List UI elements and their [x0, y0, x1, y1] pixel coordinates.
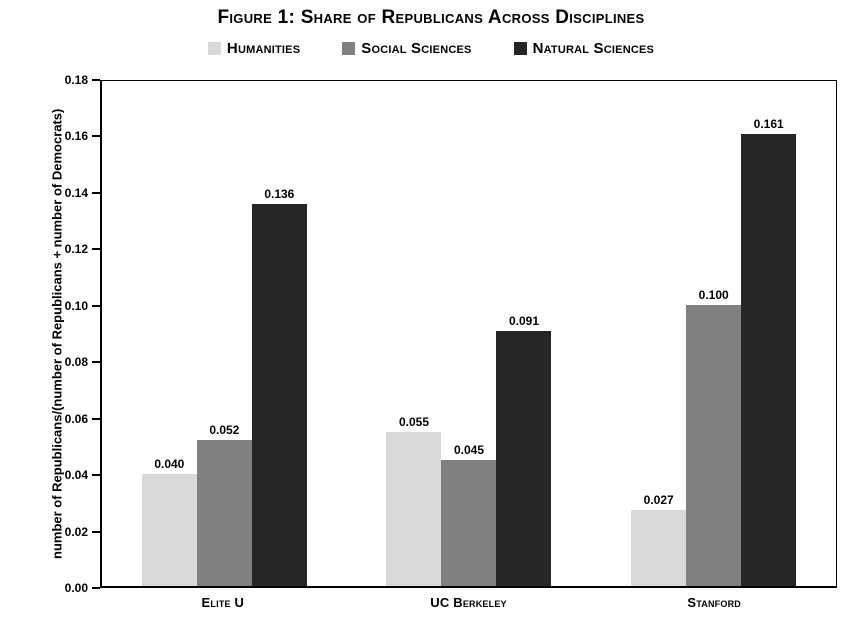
bar-value-label: 0.027 — [643, 493, 674, 508]
legend: Humanities Social Sciences Natural Scien… — [0, 40, 862, 57]
bar-social-sciences-elite-u: 0.052 — [196, 423, 252, 586]
chart-title: Figure 1: Share of Republicans Across Di… — [217, 7, 645, 28]
bar-natural-sciences-uc-berkeley: 0.091 — [496, 314, 552, 586]
x-label-elite-u: Elite U — [201, 595, 245, 610]
x-label-uc-berkeley: UC Berkeley — [430, 595, 507, 610]
y-tick-mark — [92, 530, 100, 533]
y-tick-label-0.12: 0.12 — [64, 242, 88, 257]
x-axis-category-labels: Elite U UC Berkeley Stanford — [100, 595, 837, 610]
bar-social-sciences-stanford: 0.100 — [686, 288, 742, 586]
y-tick-mark — [92, 361, 100, 364]
bar-value-label: 0.100 — [698, 288, 729, 303]
bar-value-label: 0.091 — [508, 313, 539, 328]
bar-value-label: 0.136 — [264, 187, 295, 202]
bar-value-label: 0.055 — [398, 414, 429, 429]
x-label-stanford: Stanford — [687, 595, 741, 610]
bar-value-label: 0.040 — [154, 456, 185, 471]
y-tick-label-0.00: 0.00 — [64, 581, 88, 595]
y-tick-label-0.02: 0.02 — [64, 524, 88, 539]
legend-label-natural-sciences: Natural Sciences — [532, 40, 655, 57]
y-tick-label-0.10: 0.10 — [64, 298, 88, 313]
y-tick-mark — [92, 248, 100, 251]
bar-humanities-stanford: 0.027 — [631, 493, 687, 586]
y-tick-label-0.04: 0.04 — [64, 468, 88, 483]
y-tick-label-0.06: 0.06 — [64, 411, 88, 426]
y-tick-mark — [92, 79, 100, 81]
plot-area: 0.040 0.052 0.136 0.055 0.045 0.091 0.027 0.100… — [100, 80, 837, 588]
bar-group-stanford: 0.027 0.100 0.161 — [591, 81, 836, 586]
y-tick-mark — [92, 587, 100, 589]
bar-value-label: 0.161 — [753, 117, 784, 132]
y-tick-mark — [92, 474, 100, 477]
bar-value-label: 0.052 — [209, 423, 240, 438]
legend-item-social-sciences: Social Sciences — [342, 40, 471, 57]
y-tick-label-0.18: 0.18 — [64, 73, 88, 87]
legend-swatch-humanities — [207, 42, 221, 55]
legend-swatch-social-sciences — [342, 42, 356, 55]
bar-natural-sciences-stanford: 0.161 — [741, 117, 797, 586]
y-axis-ticks: 0.00 0.02 0.04 0.06 0.08 0.10 0.12 0.14 0.16 0.18 — [0, 73, 100, 595]
y-tick-mark — [92, 191, 100, 194]
legend-label-social-sciences: Social Sciences — [361, 40, 472, 57]
bar-group-elite-u: 0.040 0.052 0.136 — [102, 81, 347, 586]
legend-label-humanities: Humanities — [226, 40, 301, 57]
bar-humanities-uc-berkeley: 0.055 — [386, 415, 442, 586]
legend-item-natural-sciences: Natural Sciences — [513, 40, 655, 57]
y-tick-mark — [92, 304, 100, 307]
y-tick-mark — [92, 417, 100, 420]
y-tick-label-0.16: 0.16 — [64, 129, 88, 144]
bar-group-uc-berkeley: 0.055 0.045 0.091 — [347, 81, 592, 586]
bar-value-label: 0.045 — [453, 442, 484, 457]
legend-swatch-natural-sciences — [513, 42, 527, 55]
bar-humanities-elite-u: 0.040 — [141, 457, 197, 586]
bar-natural-sciences-elite-u: 0.136 — [251, 187, 307, 586]
y-tick-mark — [92, 135, 100, 138]
legend-item-humanities: Humanities — [207, 40, 301, 57]
bar-social-sciences-uc-berkeley: 0.045 — [441, 443, 497, 586]
y-tick-label-0.08: 0.08 — [64, 355, 88, 370]
y-tick-label-0.14: 0.14 — [64, 185, 88, 200]
